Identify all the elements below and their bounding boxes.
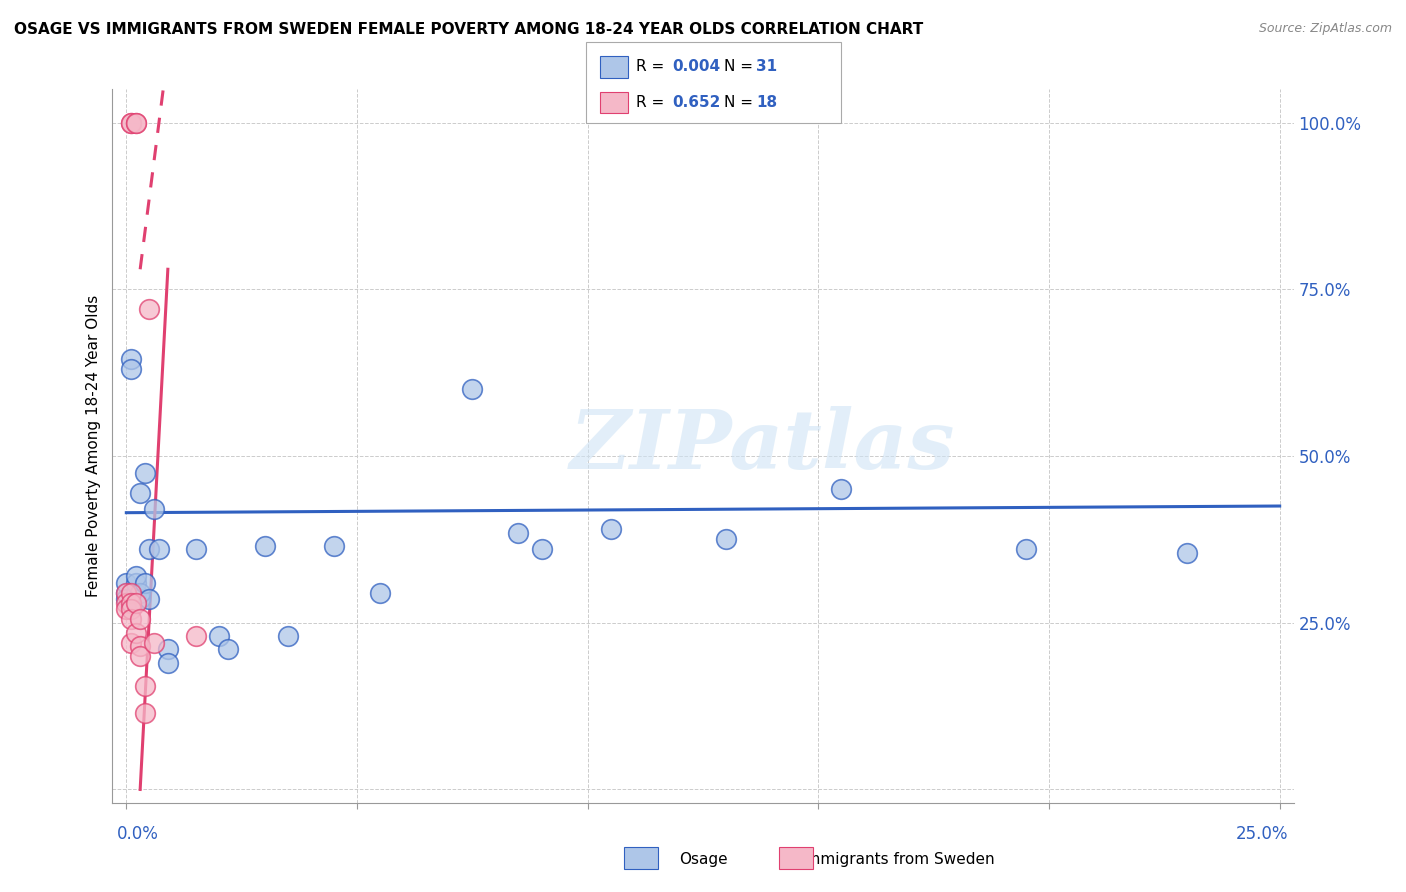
Point xyxy=(134,575,156,590)
Point xyxy=(143,636,166,650)
Text: 25.0%: 25.0% xyxy=(1236,825,1288,843)
Point xyxy=(138,542,160,557)
Point xyxy=(1177,546,1199,560)
Point xyxy=(253,539,276,553)
Point xyxy=(124,625,146,640)
Text: Osage: Osage xyxy=(679,852,727,867)
Point xyxy=(124,569,146,583)
Point xyxy=(120,596,142,610)
Point xyxy=(124,575,146,590)
Point xyxy=(124,596,146,610)
Point xyxy=(129,649,152,664)
Point xyxy=(368,585,391,599)
Text: OSAGE VS IMMIGRANTS FROM SWEDEN FEMALE POVERTY AMONG 18-24 YEAR OLDS CORRELATION: OSAGE VS IMMIGRANTS FROM SWEDEN FEMALE P… xyxy=(14,22,924,37)
Point xyxy=(156,642,179,657)
Point xyxy=(148,542,170,557)
Point xyxy=(143,502,166,516)
Point xyxy=(124,115,146,129)
Text: 0.652: 0.652 xyxy=(672,95,720,110)
Text: R =: R = xyxy=(636,60,669,74)
Point xyxy=(184,542,207,557)
Text: N =: N = xyxy=(724,95,758,110)
Point xyxy=(120,352,142,367)
Text: N =: N = xyxy=(724,60,758,74)
Text: Source: ZipAtlas.com: Source: ZipAtlas.com xyxy=(1258,22,1392,36)
Point xyxy=(530,542,553,557)
Point xyxy=(461,382,484,396)
Point xyxy=(129,485,152,500)
Point xyxy=(830,483,852,497)
Point xyxy=(134,466,156,480)
Point xyxy=(124,115,146,129)
Point xyxy=(115,596,138,610)
Point xyxy=(134,706,156,720)
Point xyxy=(115,602,138,616)
Point xyxy=(120,612,142,626)
Point xyxy=(134,679,156,693)
Point xyxy=(207,629,229,643)
Text: 31: 31 xyxy=(756,60,778,74)
Text: ZIPatlas: ZIPatlas xyxy=(569,406,955,486)
Point xyxy=(124,592,146,607)
Point xyxy=(138,302,160,317)
Point xyxy=(120,602,142,616)
Text: 18: 18 xyxy=(756,95,778,110)
Point xyxy=(124,585,146,599)
Point xyxy=(120,115,142,129)
Point xyxy=(115,592,138,607)
Point xyxy=(120,585,142,599)
Point xyxy=(1015,542,1038,557)
Point xyxy=(714,533,737,547)
Point xyxy=(120,636,142,650)
Point xyxy=(322,539,346,553)
Point xyxy=(129,612,152,626)
Text: 0.004: 0.004 xyxy=(672,60,720,74)
Point xyxy=(115,585,138,599)
Point xyxy=(599,522,621,536)
Point xyxy=(115,585,138,599)
Point xyxy=(129,639,152,653)
Point xyxy=(217,642,239,657)
Text: 0.0%: 0.0% xyxy=(117,825,159,843)
Point xyxy=(115,575,138,590)
Point xyxy=(129,585,152,599)
Point xyxy=(277,629,299,643)
Point xyxy=(184,629,207,643)
Point xyxy=(129,592,152,607)
Point xyxy=(508,525,530,540)
Point xyxy=(120,362,142,376)
Point xyxy=(120,115,142,129)
Point xyxy=(156,656,179,670)
Y-axis label: Female Poverty Among 18-24 Year Olds: Female Poverty Among 18-24 Year Olds xyxy=(86,295,101,597)
Text: R =: R = xyxy=(636,95,669,110)
Point xyxy=(138,592,160,607)
Text: Immigrants from Sweden: Immigrants from Sweden xyxy=(801,852,995,867)
